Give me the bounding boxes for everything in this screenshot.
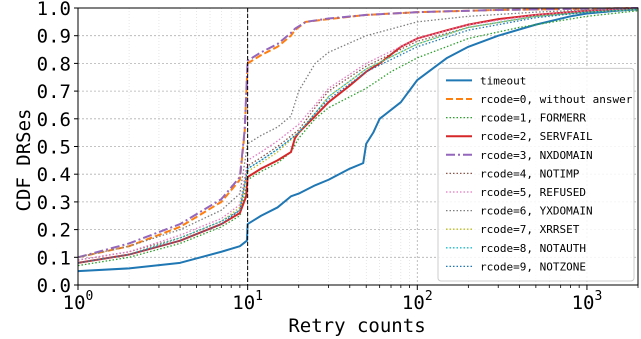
y-tick-label: 0.0 — [37, 275, 71, 297]
series-line-7 — [77, 7, 639, 258]
y-tick-label: 0.2 — [37, 220, 71, 242]
y-tick-label: 0.1 — [37, 247, 71, 269]
y-tick-label: 0.5 — [37, 137, 71, 159]
legend-label: rcode=2, SERVFAIL — [480, 130, 593, 143]
legend-label: rcode=6, YXDOMAIN — [480, 205, 593, 218]
x-tick-label: 101 — [232, 289, 263, 314]
y-tick-label: 0.9 — [37, 26, 71, 48]
axis-ticks — [74, 7, 639, 290]
legend: timeout rcode=0, without answer rcode=1, F… — [437, 67, 635, 282]
legend-label: rcode=5, REFUSED — [480, 186, 586, 199]
series-line-0 — [77, 8, 639, 273]
x-tick-label: 103 — [572, 289, 603, 314]
y-tick-label: 1.0 — [37, 0, 71, 20]
legend-label: rcode=8, NOTAUTH — [480, 242, 586, 255]
series-lines — [77, 7, 639, 273]
x-axis-title: Retry counts — [288, 315, 425, 337]
y-axis-title: CDF DRSes — [13, 109, 35, 212]
x-tick-label: 102 — [402, 289, 433, 314]
y-tick-label: 0.8 — [37, 53, 71, 75]
x-tick-labels: 100 101 102 103 — [63, 289, 603, 314]
series-line-6 — [77, 7, 639, 261]
series-line-10 — [77, 8, 639, 264]
y-tick-label: 0.4 — [37, 164, 71, 186]
series-line-4 — [77, 7, 639, 259]
legend-label: rcode=0, without answer — [480, 93, 633, 106]
legend-box — [437, 67, 635, 282]
x-tick-label: 100 — [63, 289, 94, 314]
y-tick-labels: 0.0 0.1 0.2 0.3 0.4 0.5 0.6 0.7 0.8 0.9 1.0 — [37, 0, 71, 297]
series-line-3 — [77, 7, 639, 264]
legend-label: rcode=1, FORMERR — [480, 112, 586, 125]
y-tick-label: 0.6 — [37, 109, 71, 131]
y-tick-label: 0.3 — [37, 192, 71, 214]
legend-label: rcode=4, NOTIMP — [480, 167, 580, 180]
legend-label: rcode=3, NXDOMAIN — [480, 149, 593, 162]
legend-label: timeout — [480, 74, 526, 87]
y-tick-label: 0.7 — [37, 81, 71, 103]
legend-label: rcode=7, XRRSET — [480, 223, 580, 236]
legend-label: rcode=9, NOTZONE — [480, 260, 586, 273]
